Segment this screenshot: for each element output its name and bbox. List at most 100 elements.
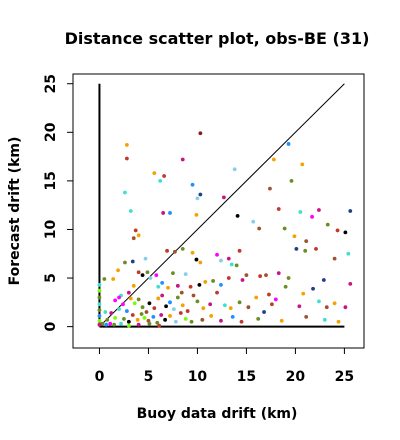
scatter-point <box>160 281 165 285</box>
scatter-point <box>310 214 314 219</box>
scatter-point <box>147 321 152 326</box>
scatter-point <box>152 306 157 311</box>
scatter-point <box>131 236 136 241</box>
chart-title: Distance scatter plot, obs-BE (31) <box>65 29 370 48</box>
scatter-point <box>131 283 136 288</box>
scatter-point <box>172 307 176 312</box>
scatter-point <box>126 319 131 324</box>
scatter-point <box>100 321 105 326</box>
y-tick-label: 5 <box>43 273 59 283</box>
scatter-point <box>104 322 109 327</box>
scatter-point <box>240 278 245 282</box>
x-tick-label: 25 <box>335 369 354 385</box>
scatter-point <box>191 293 196 298</box>
scatter-point <box>143 256 148 261</box>
scatter-point <box>215 290 219 295</box>
scatter-point <box>132 301 137 306</box>
scatter-point <box>112 322 117 327</box>
scatter-point <box>317 208 321 212</box>
scatter-point <box>230 315 235 319</box>
scatter-point <box>151 315 156 319</box>
scatter-point <box>163 317 168 322</box>
y-tick-label: 10 <box>43 219 59 239</box>
scatter-point <box>111 277 116 281</box>
scatter-point <box>232 167 237 172</box>
scatter-point <box>171 271 175 276</box>
scatter-point <box>122 316 126 321</box>
scatter-point <box>130 259 135 264</box>
scatter-point <box>103 310 108 314</box>
scatter-point <box>160 293 165 298</box>
scatter-point <box>211 279 216 283</box>
scatter-point <box>139 312 144 316</box>
scatter-point <box>136 233 141 238</box>
scatter-point <box>147 301 152 306</box>
scatter-point <box>168 314 172 318</box>
scatter-point <box>235 213 240 218</box>
scatter-point <box>229 262 234 267</box>
scatter-point <box>311 286 315 291</box>
scatter-point <box>166 285 170 290</box>
scatter-point <box>297 304 302 309</box>
scatter-point <box>148 276 153 280</box>
scatter-point <box>145 270 150 275</box>
scatter-point <box>194 257 199 262</box>
scatter-point <box>189 319 194 324</box>
scatter-point <box>221 195 226 200</box>
x-axis-label: Buoy data drift (km) <box>137 406 298 422</box>
scatter-point <box>97 288 102 293</box>
x-tick-label: 0 <box>95 369 105 385</box>
scatter-point <box>109 311 114 315</box>
scatter-point <box>183 272 188 277</box>
scatter-point <box>97 302 102 307</box>
x-tick-label: 20 <box>286 369 306 385</box>
scatter-point <box>97 282 102 287</box>
y-tick-label: 0 <box>43 321 59 331</box>
scatter-point <box>201 306 206 311</box>
scatter-point <box>226 276 231 280</box>
x-tick-label: 10 <box>188 369 208 385</box>
scatter-point <box>164 304 168 309</box>
scatter-point <box>190 250 195 255</box>
scatter-point <box>325 222 330 227</box>
scatter-point <box>226 256 231 261</box>
scatter-point <box>179 290 184 295</box>
scatter-point <box>198 192 203 197</box>
scatter-point <box>123 190 127 195</box>
scatter-point <box>124 309 129 313</box>
scatter-point <box>124 156 129 161</box>
scatter-point <box>304 315 309 319</box>
scatter-point <box>185 309 190 313</box>
reference-line <box>99 83 345 327</box>
scatter-point <box>314 246 318 251</box>
scatter-point <box>228 306 233 311</box>
scatter-point <box>144 310 149 314</box>
scatter-point <box>219 258 223 263</box>
scatter-point <box>298 210 303 214</box>
scatter-point <box>289 178 294 183</box>
scatter-point <box>175 283 180 288</box>
scatter-point <box>346 251 351 256</box>
scatter-point <box>126 290 131 295</box>
scatter-point <box>190 182 195 187</box>
scatter-point <box>324 305 329 310</box>
data-points <box>97 131 353 328</box>
scatter-point <box>254 295 259 300</box>
scatter-point <box>97 314 102 318</box>
scatter-point <box>197 282 202 287</box>
scatter-point <box>130 313 135 317</box>
scatter-point <box>198 260 203 265</box>
scatter-point <box>97 318 102 323</box>
scatter-point <box>188 284 193 289</box>
scatter-point <box>119 321 123 326</box>
y-tick-label: 15 <box>43 171 59 190</box>
y-axis-ticks: 0 5 10 15 20 25 <box>43 74 73 331</box>
scatter-point <box>146 318 151 323</box>
scatter-point <box>113 298 118 303</box>
scatter-point <box>276 207 281 211</box>
scatter-point <box>156 296 161 301</box>
scatter-point <box>348 209 353 213</box>
scatter-point <box>336 319 341 324</box>
scatter-point <box>215 252 219 257</box>
scatter-point <box>332 256 337 261</box>
